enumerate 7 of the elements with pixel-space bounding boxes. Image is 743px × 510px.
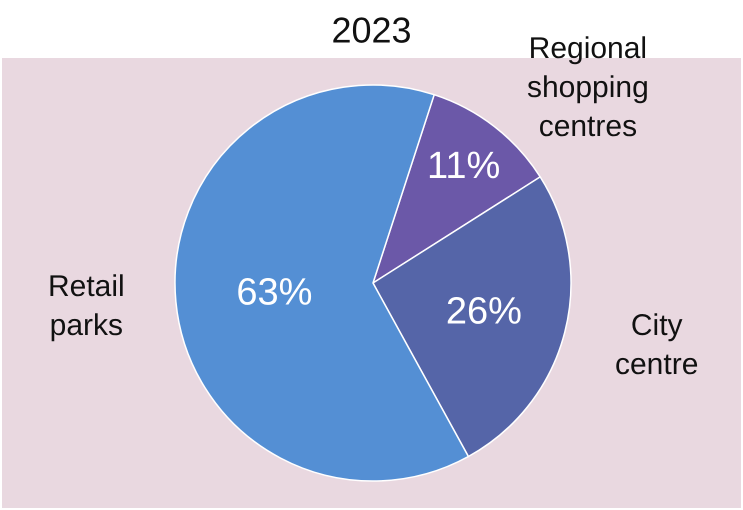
data-label: 26% (446, 290, 522, 332)
data-label: 63% (236, 271, 312, 314)
chart-title: 2023 (331, 10, 412, 51)
slice-label: City centre (615, 309, 698, 381)
data-label: 11% (427, 145, 500, 188)
slice-label: Regional shopping centres (527, 32, 649, 143)
slice-label: Retail parks (48, 270, 125, 342)
